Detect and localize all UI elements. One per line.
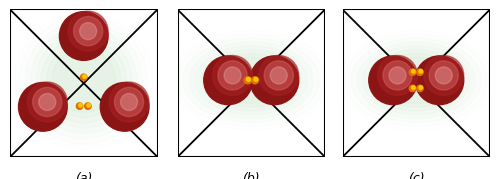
Ellipse shape <box>52 49 116 112</box>
Ellipse shape <box>38 93 56 110</box>
Circle shape <box>246 78 250 81</box>
Ellipse shape <box>383 61 412 90</box>
Ellipse shape <box>378 55 418 95</box>
Ellipse shape <box>264 61 294 90</box>
Ellipse shape <box>259 55 298 95</box>
Ellipse shape <box>214 57 288 103</box>
Ellipse shape <box>114 87 144 117</box>
Circle shape <box>419 86 422 89</box>
Circle shape <box>419 70 422 73</box>
Circle shape <box>87 103 90 107</box>
Circle shape <box>416 69 423 75</box>
Ellipse shape <box>74 16 102 46</box>
Circle shape <box>369 56 418 105</box>
Ellipse shape <box>429 61 458 90</box>
Ellipse shape <box>208 54 294 107</box>
Ellipse shape <box>46 43 121 117</box>
Ellipse shape <box>80 23 96 40</box>
Ellipse shape <box>120 93 138 110</box>
Circle shape <box>254 78 258 81</box>
Ellipse shape <box>28 82 67 122</box>
Circle shape <box>416 85 423 92</box>
Circle shape <box>78 103 82 107</box>
Circle shape <box>412 70 415 73</box>
Circle shape <box>415 56 464 105</box>
Circle shape <box>204 56 252 105</box>
Ellipse shape <box>381 57 452 103</box>
Circle shape <box>84 103 91 109</box>
Ellipse shape <box>68 11 108 51</box>
Text: (b): (b) <box>242 172 260 179</box>
Ellipse shape <box>224 67 241 84</box>
Ellipse shape <box>109 82 149 122</box>
Ellipse shape <box>218 61 247 90</box>
Ellipse shape <box>435 67 452 84</box>
Text: (c): (c) <box>408 172 424 179</box>
Ellipse shape <box>32 87 62 117</box>
Ellipse shape <box>389 67 406 84</box>
Ellipse shape <box>424 55 464 95</box>
Circle shape <box>100 83 149 131</box>
Circle shape <box>410 69 416 75</box>
Circle shape <box>250 56 298 105</box>
Circle shape <box>410 85 416 92</box>
Ellipse shape <box>270 67 287 84</box>
Circle shape <box>412 86 415 89</box>
Circle shape <box>80 74 87 81</box>
Ellipse shape <box>375 54 458 107</box>
Circle shape <box>60 12 108 60</box>
Circle shape <box>252 77 258 84</box>
Ellipse shape <box>212 55 252 95</box>
Text: (a): (a) <box>75 172 92 179</box>
Circle shape <box>244 77 251 84</box>
Circle shape <box>18 83 67 131</box>
Circle shape <box>76 103 83 109</box>
Circle shape <box>83 75 86 78</box>
